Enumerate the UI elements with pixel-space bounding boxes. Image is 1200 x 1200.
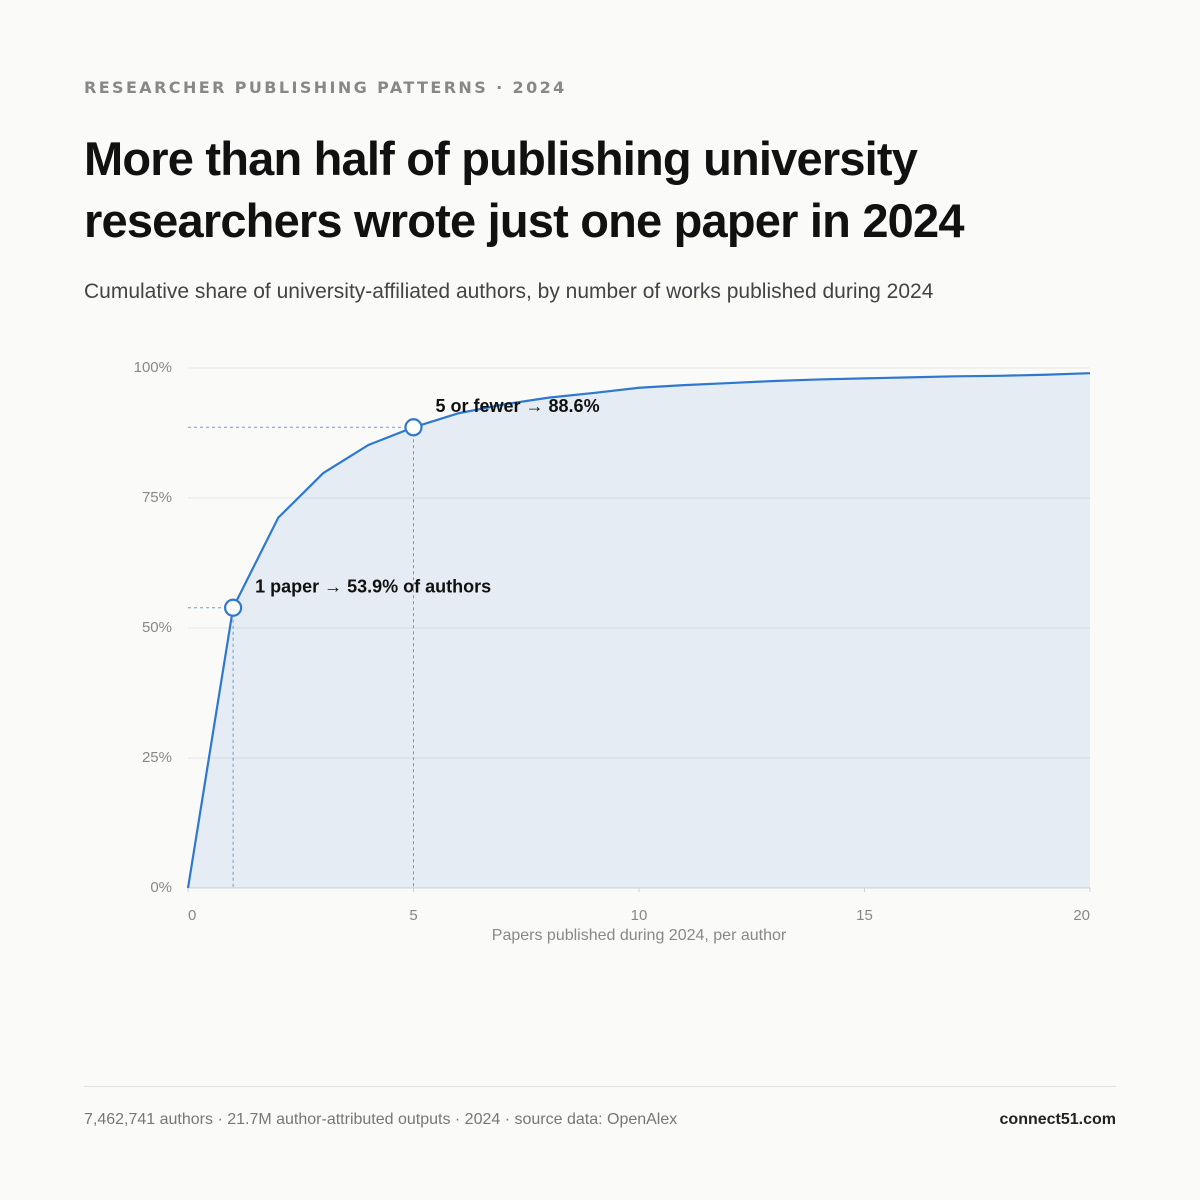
x-tick-label: 15 [856,907,873,924]
x-tick-label: 20 [1073,907,1090,924]
annotation-label: 1 paper → 53.9% of authors [255,576,491,596]
y-tick-label: 0% [150,879,172,896]
x-tick-label: 5 [409,907,417,924]
brand: connect51.com [999,1111,1116,1128]
annotation-marker [224,598,243,617]
footer-rule [84,1086,1116,1087]
footer-note: 7,462,741 authors · 21.7M author-attribu… [84,1111,678,1128]
y-tick-label: 25% [142,749,172,766]
line [186,372,1091,889]
annotation-label: 5 or fewer → 88.6% [436,396,600,416]
y-tick-label: 50% [142,619,172,636]
kicker: RESEARCHER PUBLISHING PATTERNS · 2024 [84,78,567,97]
chart: 0% 25% 50% 75% 100% 0 5 10 15 20 Papers published … [134,359,1091,944]
chart-title: More than half of publishing university … [84,132,964,247]
area-fill [188,373,1090,888]
y-tick-label: 75% [142,489,172,506]
x-tick-label: 10 [631,907,648,924]
y-tick-label: 100% [134,359,172,376]
annotation-marker [404,418,423,437]
subtitle: Cumulative share of university-affiliate… [84,280,934,303]
x-axis-label: Papers published during 2024, per author [492,927,787,944]
x-tick-label: 0 [188,907,196,924]
